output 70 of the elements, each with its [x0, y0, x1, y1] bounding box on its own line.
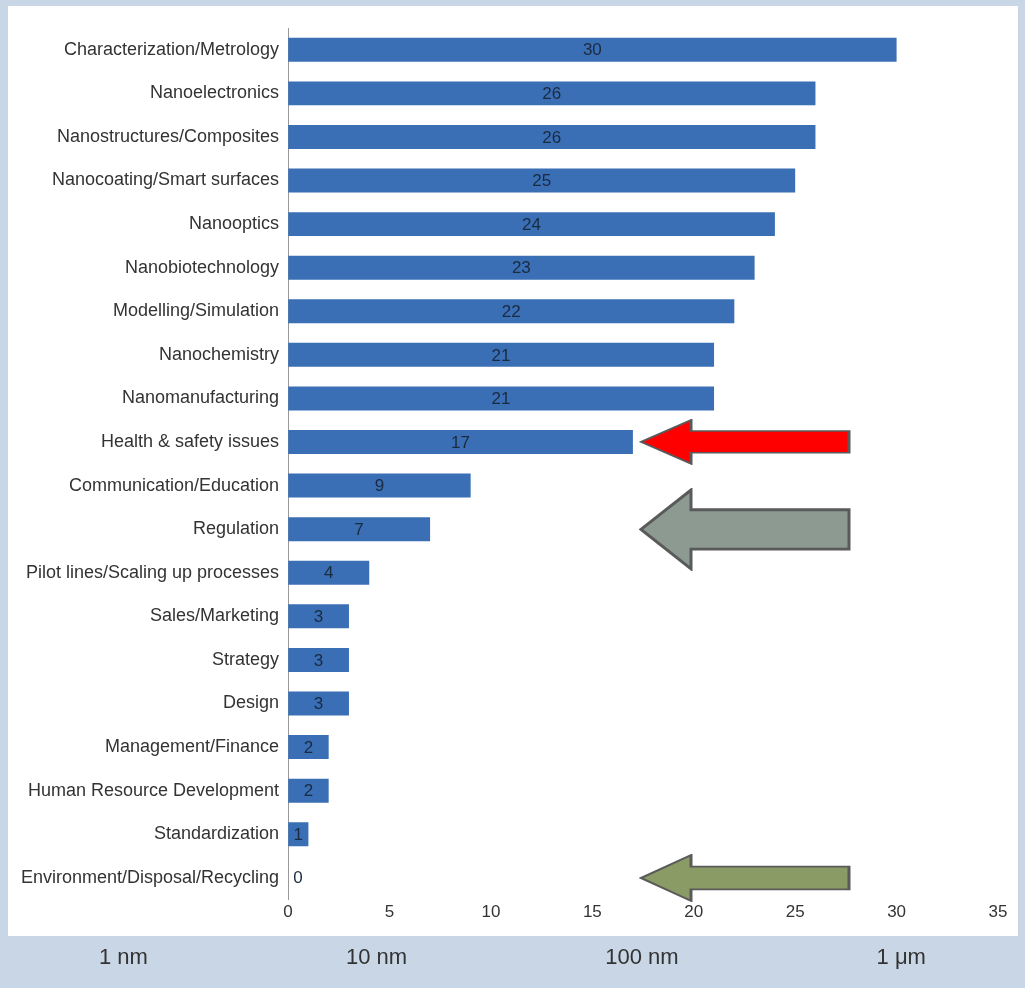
bar: [288, 647, 349, 672]
y-tick-label: Nanostructures/Composites: [57, 125, 280, 146]
bar: [288, 212, 775, 237]
data-label: 21: [491, 389, 511, 409]
x-tick-label: 25: [785, 902, 805, 922]
y-tick-label: Environment/Disposal/Recycling: [21, 866, 280, 887]
data-label: 22: [501, 301, 521, 321]
data-label: 4: [323, 563, 334, 583]
text: 100 nm: [605, 944, 679, 971]
data-label: 3: [313, 650, 324, 670]
bar: [288, 778, 329, 803]
y-tick-label: Characterization/Metrology: [64, 38, 280, 59]
y-tick-label: Standardization: [154, 823, 280, 844]
bar: [288, 604, 349, 629]
bar: [288, 386, 715, 411]
y-tick-label: Pilot lines/Scaling up processes: [25, 561, 280, 582]
data-label: 0: [293, 868, 303, 888]
bar: [288, 430, 633, 454]
bar: [288, 81, 816, 106]
x-tick-label: 30: [887, 902, 907, 922]
data-label: 3: [313, 607, 324, 627]
y-tick-label: Nanochemistry: [159, 343, 280, 364]
bar: [288, 37, 897, 62]
bar: [288, 473, 471, 498]
bar: [288, 124, 816, 149]
bar: [288, 517, 431, 542]
y-tick-label: Health & safety issues: [101, 430, 280, 451]
y-tick-label: Nanooptics: [189, 213, 280, 234]
data-label: 21: [491, 345, 511, 365]
y-tick-label: Sales/Marketing: [150, 605, 280, 626]
x-tick-label: 20: [684, 902, 704, 922]
y-tick-label: Regulation: [193, 518, 280, 539]
y-tick-label: Nanobiotechnology: [124, 256, 280, 277]
data-label: 26: [542, 127, 562, 147]
text: 1 nm: [99, 944, 148, 971]
data-label: 24: [522, 214, 541, 234]
data-label: 25: [532, 171, 552, 191]
data-label: 9: [374, 476, 385, 496]
data-label: 26: [542, 84, 562, 104]
bar: [288, 255, 755, 280]
x-tick-label: 35: [988, 902, 1008, 922]
y-tick-label: Management/Finance: [105, 736, 280, 757]
y-tick-label: Nanocoating/Smart surfaces: [52, 169, 280, 190]
data-label: 3: [313, 694, 324, 714]
y-tick-label: Strategy: [212, 648, 280, 669]
x-tick-label: 15: [582, 902, 602, 922]
bar: [288, 342, 715, 367]
x-tick-label: 5: [384, 902, 395, 922]
bar: [288, 691, 349, 716]
data-label: 30: [582, 40, 602, 60]
data-label: 2: [303, 737, 314, 757]
data-label: 23: [511, 258, 531, 278]
bar: [288, 299, 735, 324]
y-tick-label: Nanomanufacturing: [122, 387, 280, 408]
data-label: 7: [354, 519, 364, 539]
y-tick-label: Design: [223, 692, 280, 713]
data-label: 17: [451, 432, 470, 452]
y-tick-label: Nanoelectronics: [150, 82, 280, 103]
text: 1 μm: [876, 944, 926, 971]
y-tick-label: Communication/Education: [68, 474, 280, 495]
data-label: 1: [293, 824, 303, 844]
data-label: 2: [303, 781, 314, 801]
y-tick-label: Modelling/Simulation: [113, 300, 280, 321]
x-tick-label: 10: [481, 902, 501, 922]
y-tick-label: Human Resource Development: [27, 779, 280, 800]
x-tick-label: 0: [283, 902, 293, 922]
bar: [288, 168, 796, 193]
bar: [288, 735, 329, 760]
bar: [288, 560, 370, 585]
text: 10 nm: [345, 944, 408, 971]
